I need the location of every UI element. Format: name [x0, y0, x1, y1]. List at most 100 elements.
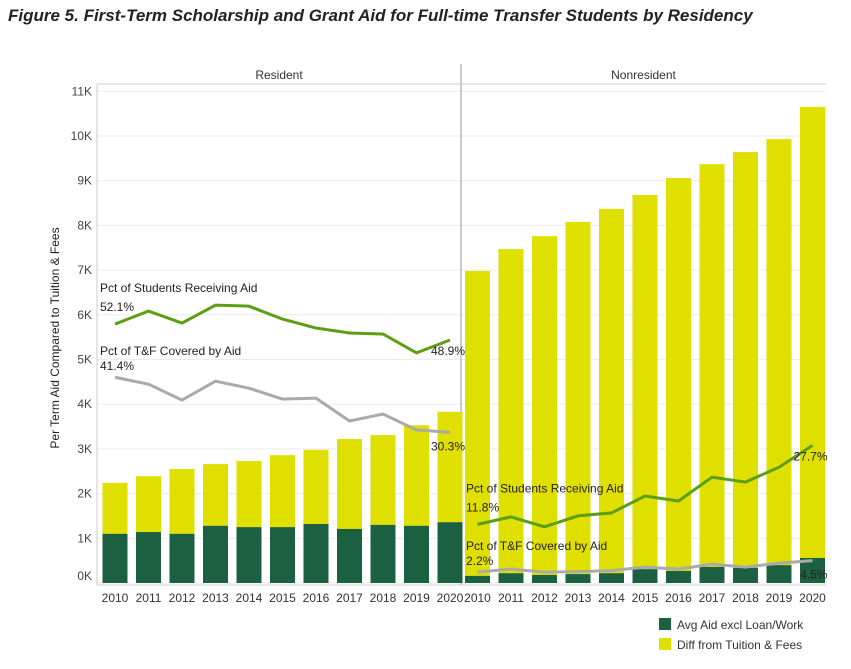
bar-avg-aid [565, 574, 591, 583]
bar-diff-from-tuition [565, 221, 591, 575]
panel-header-nonresident: Nonresident [611, 68, 676, 82]
chart-title: Figure 5. First-Term Scholarship and Gra… [8, 6, 753, 25]
annotation-tf-start: 2.2% [466, 554, 494, 568]
bar-diff-from-tuition [699, 164, 725, 567]
x-tick-label: 2016 [665, 591, 692, 605]
x-tick-label: 2016 [303, 591, 330, 605]
y-axis-label: Per Term Aid Compared to Tuition & Fees [48, 227, 62, 448]
bar-avg-aid [465, 575, 490, 583]
x-tick-label: 2017 [336, 591, 363, 605]
bar-diff-from-tuition [437, 411, 463, 523]
bar-avg-aid [733, 567, 758, 583]
x-tick-label: 2010 [102, 591, 129, 605]
x-tick-label: 2011 [498, 591, 524, 605]
bar-diff-from-tuition [498, 249, 524, 574]
bar-diff-from-tuition [733, 152, 758, 568]
y-tick-label: 4K [77, 397, 92, 411]
bar-avg-aid [699, 566, 725, 583]
annotation-students-start: 11.8% [466, 500, 499, 514]
x-tick-label: 2014 [598, 591, 625, 605]
x-tick-label: 2013 [565, 591, 592, 605]
bar-avg-aid [666, 570, 691, 583]
bar-diff-from-tuition [136, 476, 161, 533]
x-tick-label: 2011 [136, 591, 162, 605]
annotation-tf-title: Pct of T&F Covered by Aid [466, 539, 607, 553]
x-tick-label: 2017 [699, 591, 726, 605]
legend-swatch [659, 638, 671, 650]
bar-diff-from-tuition [169, 469, 195, 534]
bar-avg-aid [404, 525, 429, 583]
bar-avg-aid [437, 522, 463, 583]
x-tick-label: 2015 [269, 591, 296, 605]
bar-avg-aid [370, 524, 396, 583]
bar-avg-aid [337, 528, 362, 583]
bar-avg-aid [203, 525, 228, 583]
bar-diff-from-tuition [337, 439, 362, 529]
bar-avg-aid [169, 533, 195, 583]
line-pct-tf-covered [477, 559, 813, 574]
bar-avg-aid [599, 573, 624, 583]
y-tick-label: 2K [77, 487, 92, 501]
y-tick-label: 6K [77, 308, 92, 322]
bar-avg-aid [236, 527, 262, 583]
annotation-tf-end: 30.3% [431, 439, 465, 453]
annotation-tf-start: 41.4% [100, 359, 134, 373]
legend-label: Diff from Tuition & Fees [677, 638, 802, 652]
bar-diff-from-tuition [666, 178, 691, 571]
bar-diff-from-tuition [599, 208, 624, 574]
line-pct-students-receiving-aid [477, 444, 814, 529]
annotation-students-start: 52.1% [100, 300, 134, 314]
bar-avg-aid [532, 574, 557, 583]
bar-diff-from-tuition [370, 435, 396, 525]
x-tick-label: 2018 [370, 591, 397, 605]
x-tick-label: 2010 [464, 591, 491, 605]
x-tick-label: 2012 [169, 591, 196, 605]
y-tick-label: 0K [77, 569, 92, 583]
y-tick-label: 11K [72, 84, 92, 98]
bar-diff-from-tuition [102, 482, 128, 534]
x-tick-label: 2012 [531, 591, 558, 605]
bar-diff-from-tuition [800, 106, 825, 558]
bar-diff-from-tuition [465, 270, 490, 576]
y-tick-label: 7K [77, 263, 92, 277]
line-pct-tf-covered [114, 375, 451, 434]
x-tick-label: 2019 [766, 591, 793, 605]
y-tick-label: 8K [77, 218, 92, 232]
x-tick-label: 2020 [799, 591, 826, 605]
bar-avg-aid [270, 527, 295, 583]
y-tick-label: 1K [77, 531, 92, 545]
x-tick-label: 2014 [236, 591, 263, 605]
line-pct-students-receiving-aid [114, 303, 451, 355]
x-tick-label: 2015 [632, 591, 659, 605]
x-tick-label: 2018 [732, 591, 759, 605]
x-tick-label: 2019 [403, 591, 430, 605]
bar-avg-aid [102, 533, 128, 583]
x-tick-label: 2013 [202, 591, 229, 605]
y-tick-label: 5K [77, 353, 92, 367]
annotation-tf-end: 4.5% [800, 568, 828, 582]
bar-diff-from-tuition [766, 139, 792, 566]
bar-avg-aid [498, 573, 524, 583]
bar-avg-aid [766, 565, 792, 583]
legend-swatch [659, 618, 671, 630]
y-tick-label: 10K [71, 129, 92, 143]
bar-diff-from-tuition [203, 464, 228, 526]
annotation-students-title: Pct of Students Receiving Aid [466, 481, 623, 495]
bar-diff-from-tuition [532, 236, 557, 575]
y-tick-label: 9K [77, 174, 92, 188]
bar-diff-from-tuition [236, 460, 262, 528]
annotation-students-title: Pct of Students Receiving Aid [100, 281, 257, 295]
annotation-students-end: 27.7% [793, 449, 827, 463]
panel-header-resident: Resident [255, 68, 303, 82]
bar-avg-aid [136, 532, 161, 583]
annotation-students-end: 48.9% [431, 344, 465, 358]
bar-diff-from-tuition [270, 455, 295, 528]
bar-diff-from-tuition [632, 195, 658, 570]
annotation-tf-title: Pct of T&F Covered by Aid [100, 344, 241, 358]
bar-avg-aid [303, 523, 329, 583]
bar-avg-aid [632, 569, 658, 583]
bar-diff-from-tuition [303, 449, 329, 524]
x-tick-label: 2020 [437, 591, 464, 605]
bar-diff-from-tuition [404, 425, 429, 526]
